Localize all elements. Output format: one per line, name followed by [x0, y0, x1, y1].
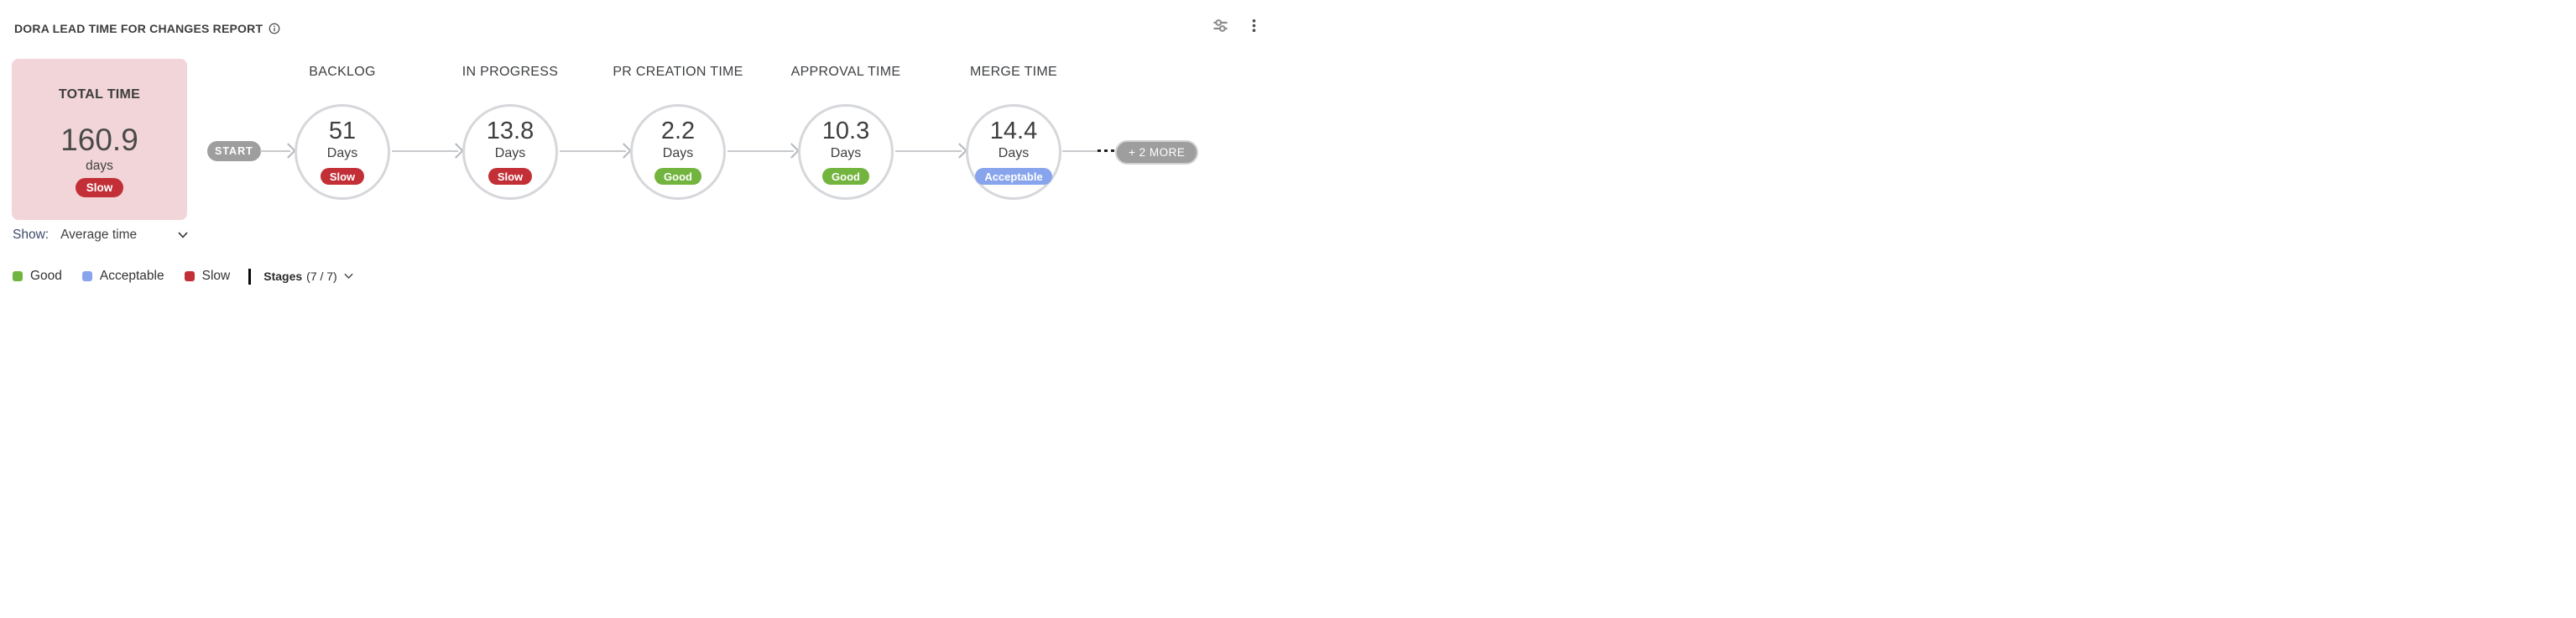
- stage-title: APPROVAL TIME: [790, 65, 901, 79]
- legend-swatch-good: [13, 271, 23, 281]
- legend-item-label: Good: [30, 269, 62, 283]
- stage-approval-time: APPROVAL TIME 10.3 Days Good: [754, 64, 938, 200]
- stage-backlog: BACKLOG 51 Days Slow: [250, 64, 435, 200]
- header-actions: [1210, 17, 1264, 37]
- show-selected-value[interactable]: Average time: [60, 228, 138, 242]
- stage-status-badge: Acceptable: [975, 168, 1052, 185]
- show-control[interactable]: Show: Average time: [13, 227, 188, 244]
- stage-status-badge: Slow: [320, 168, 365, 185]
- legend-item-label: Slow: [201, 269, 231, 283]
- kebab-menu-icon: [1246, 18, 1262, 36]
- stage-circle[interactable]: 51 Days Slow: [295, 104, 390, 200]
- flow-connector: [1062, 150, 1098, 152]
- stage-title: MERGE TIME: [969, 65, 1058, 79]
- flow-connector: [260, 150, 290, 152]
- filter-settings-button[interactable]: [1210, 17, 1230, 37]
- stage-status-badge: Good: [822, 168, 869, 185]
- stage-value: 2.2: [660, 118, 696, 144]
- more-stages-pill[interactable]: + 2 MORE: [1115, 140, 1199, 165]
- total-time-label: TOTAL TIME: [58, 87, 141, 102]
- stage-unit: Days: [830, 146, 862, 160]
- legend-item-good: Good: [13, 269, 62, 284]
- stage-title: PR CREATION TIME: [613, 65, 743, 79]
- stage-status-badge: Good: [654, 168, 701, 185]
- legend-swatch-acceptable: [81, 271, 92, 281]
- stage-value: 51: [328, 118, 357, 144]
- stages-filter-dropdown[interactable]: Stages (7 / 7): [263, 270, 353, 283]
- stage-status-badge: Slow: [488, 168, 533, 185]
- stage-value: 14.4: [989, 118, 1038, 144]
- stage-circle[interactable]: 10.3 Days Good: [798, 104, 894, 200]
- chevron-down-icon[interactable]: [344, 273, 353, 280]
- legend-divider: [248, 268, 252, 285]
- total-time-status-badge: Slow: [75, 178, 124, 197]
- legend-swatch-slow: [184, 271, 195, 281]
- stage-unit: Days: [494, 146, 526, 160]
- stage-unit: Days: [662, 146, 694, 160]
- stage-circle[interactable]: 2.2 Days Good: [630, 104, 726, 200]
- kebab-menu-button[interactable]: [1244, 17, 1264, 37]
- stage-in-progress: IN PROGRESS 13.8 Days Slow: [418, 64, 602, 200]
- stage-value: 13.8: [486, 118, 534, 144]
- stage-unit: Days: [998, 146, 1030, 160]
- dora-lead-time-widget: DORA LEAD TIME FOR CHANGES REPORT: [0, 0, 1288, 309]
- show-label: Show:: [13, 228, 50, 242]
- total-time-unit: days: [86, 159, 113, 173]
- report-title: DORA LEAD TIME FOR CHANGES REPORT: [14, 22, 263, 35]
- stage-unit: Days: [326, 146, 358, 160]
- flow-connector: [727, 150, 794, 152]
- stage-circle[interactable]: 13.8 Days Slow: [462, 104, 558, 200]
- flow-connector-dashed: [1098, 149, 1115, 152]
- info-icon[interactable]: [269, 23, 280, 34]
- legend: Good Acceptable Slow Stages (7 / 7): [13, 267, 353, 285]
- stage-pr-creation-time: PR CREATION TIME 2.2 Days Good: [586, 64, 770, 200]
- stage-value: 10.3: [821, 118, 870, 144]
- flow-connector: [895, 150, 962, 152]
- report-title-row: DORA LEAD TIME FOR CHANGES REPORT: [14, 22, 280, 35]
- stage-title: IN PROGRESS: [461, 65, 559, 79]
- flow-connector: [392, 150, 458, 152]
- stages-label: Stages: [263, 270, 303, 283]
- stage-title: BACKLOG: [309, 65, 376, 79]
- flow-connector: [560, 150, 626, 152]
- legend-item-acceptable: Acceptable: [81, 269, 164, 284]
- stage-circle[interactable]: 14.4 Days Acceptable: [966, 104, 1061, 200]
- stages-count: (7 / 7): [306, 270, 337, 283]
- total-time-card: TOTAL TIME 160.9 days Slow: [12, 59, 187, 220]
- total-time-value: 160.9: [60, 123, 138, 157]
- start-pill: START: [207, 141, 261, 161]
- legend-item-slow: Slow: [184, 269, 231, 284]
- legend-item-label: Acceptable: [99, 269, 164, 283]
- chevron-down-icon[interactable]: [178, 232, 188, 238]
- stage-merge-time: MERGE TIME 14.4 Days Acceptable: [921, 64, 1106, 200]
- sliders-icon: [1212, 18, 1228, 36]
